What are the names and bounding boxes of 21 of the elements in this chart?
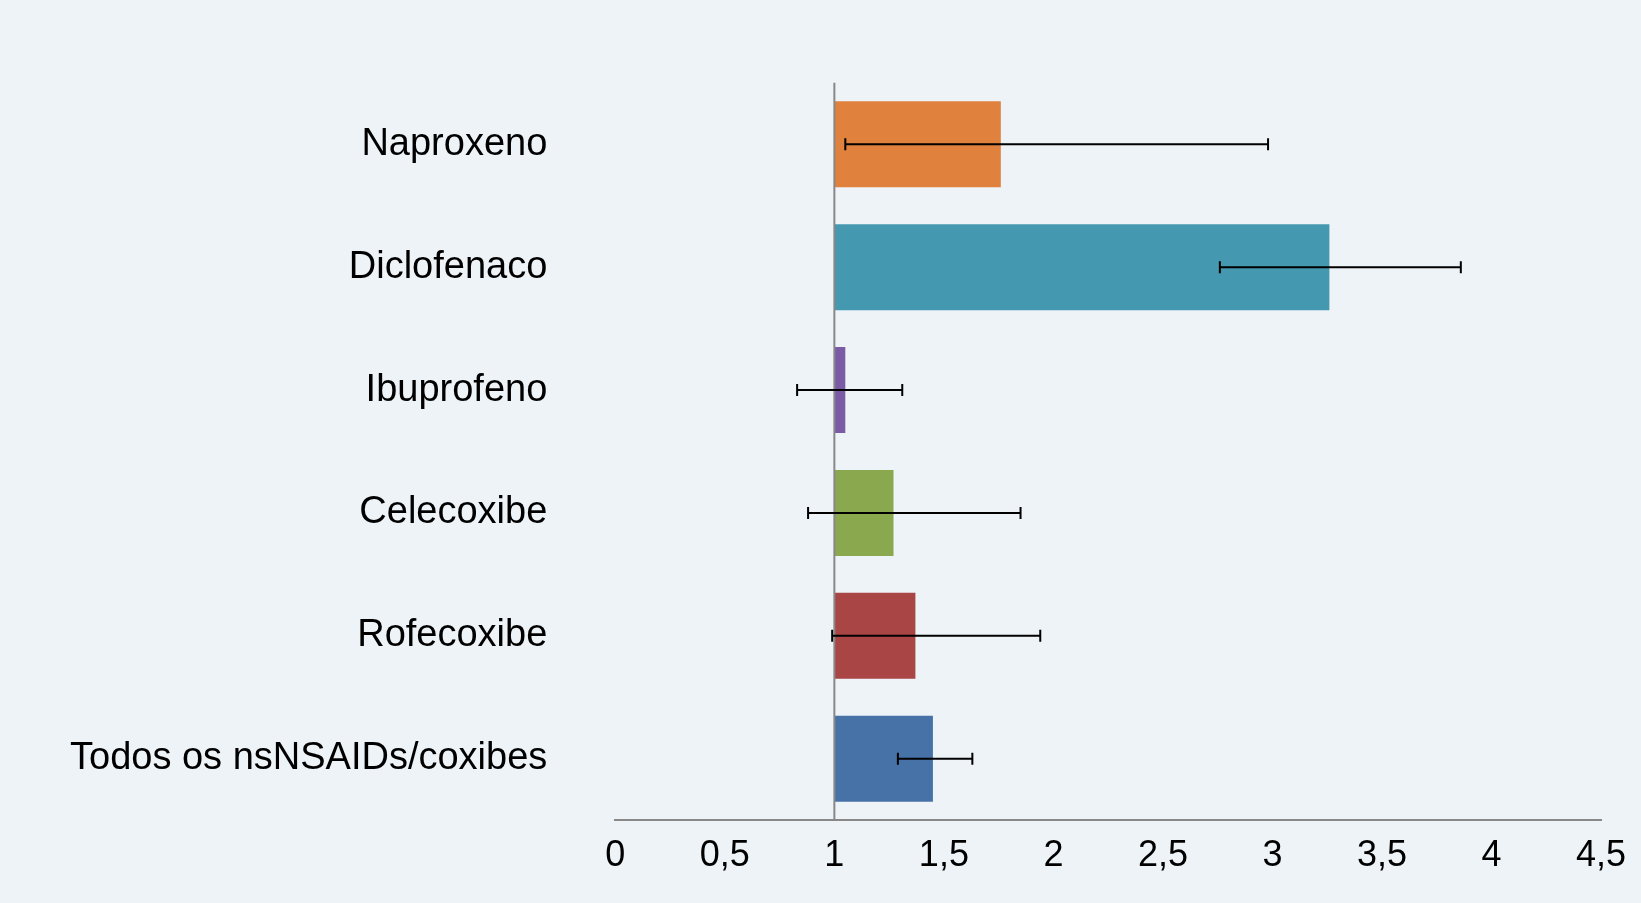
- bar: [834, 715, 933, 802]
- y-tick-label: Naproxeno: [361, 120, 548, 163]
- x-tick-label: 1: [824, 832, 845, 874]
- y-tick-label: Diclofenaco: [348, 243, 548, 286]
- x-tick-label: 2,5: [1137, 832, 1188, 874]
- x-tick-label: 0: [605, 832, 626, 874]
- bar: [834, 101, 1001, 188]
- x-tick-label: 3,5: [1356, 832, 1407, 874]
- bar: [834, 224, 1330, 311]
- bar: [834, 592, 916, 679]
- x-tick-label: 4: [1481, 832, 1502, 874]
- y-tick-label: Todos os nsNSAIDs/coxibes: [69, 735, 548, 778]
- x-tick-label: 4,5: [1575, 832, 1627, 874]
- x-tick-label: 2: [1043, 832, 1064, 874]
- y-tick-label: Celecoxibe: [359, 489, 548, 532]
- y-tick-label: Ibuprofeno: [365, 366, 548, 409]
- x-tick-label: 0,5: [699, 832, 750, 874]
- y-tick-label: Rofecoxibe: [357, 612, 548, 655]
- bar: [834, 469, 894, 556]
- x-tick-label: 1,5: [918, 832, 969, 874]
- x-tick-label: 3: [1262, 832, 1283, 874]
